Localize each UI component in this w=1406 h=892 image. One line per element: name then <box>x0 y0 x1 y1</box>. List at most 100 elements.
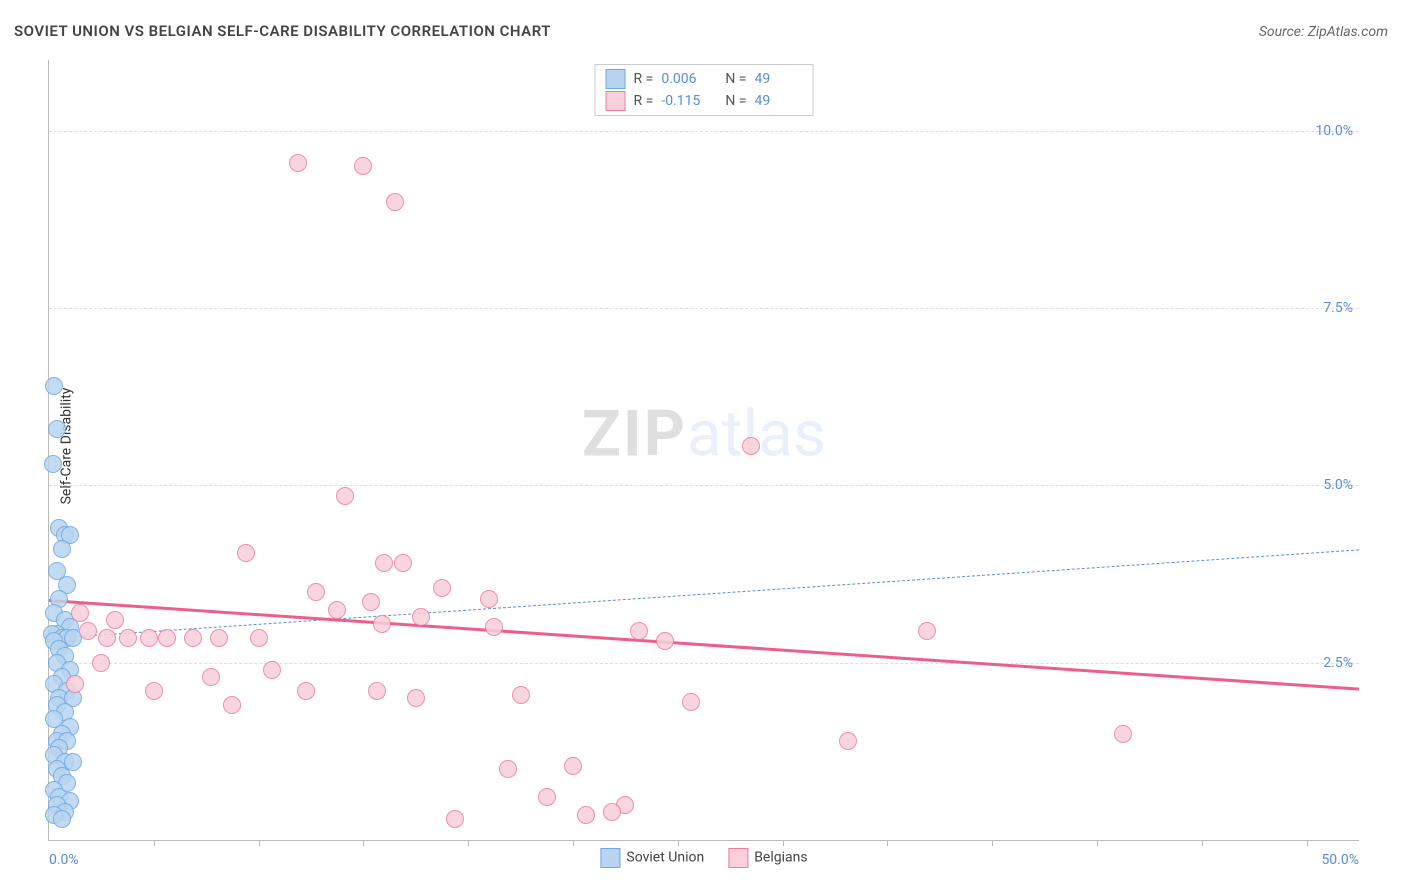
data-point <box>412 608 430 626</box>
data-point <box>158 629 176 647</box>
legend-n-value: 49 <box>754 71 802 87</box>
data-point <box>538 788 556 806</box>
x-tick <box>259 840 260 846</box>
legend-r-value: -0.115 <box>661 93 709 109</box>
y-tick-label: 2.5% <box>1323 655 1353 671</box>
y-tick-label: 10.0% <box>1315 123 1353 139</box>
data-point <box>237 544 255 562</box>
watermark-atlas: atlas <box>687 397 826 472</box>
data-point <box>1114 725 1132 743</box>
data-point <box>577 806 595 824</box>
data-point <box>839 732 857 750</box>
data-point <box>92 654 110 672</box>
data-point <box>742 437 760 455</box>
data-point <box>48 420 66 438</box>
watermark-zip: ZIP <box>582 397 687 472</box>
gridline-h <box>49 131 1359 132</box>
data-point <box>328 601 346 619</box>
legend-n-label: N = <box>725 71 746 87</box>
x-tick-label: 50.0% <box>1321 852 1359 868</box>
data-point <box>66 675 84 693</box>
data-point <box>71 604 89 622</box>
x-tick <box>154 840 155 846</box>
data-point <box>499 760 517 778</box>
trend-line <box>49 599 1359 691</box>
watermark: ZIPatlas <box>582 397 826 472</box>
y-tick-label: 5.0% <box>1323 477 1353 493</box>
gridline-h <box>49 308 1359 309</box>
x-tick <box>573 840 574 846</box>
plot-area: ZIPatlas R =0.006N =49R =-0.115N =49 Sov… <box>48 60 1359 841</box>
legend-stat-row: R = -0.115 N = 49 <box>606 91 803 111</box>
x-tick <box>468 840 469 846</box>
data-point <box>485 618 503 636</box>
legend-item: Belgians <box>728 848 807 868</box>
data-point <box>53 540 71 558</box>
legend-n-label: N = <box>725 93 746 109</box>
data-point <box>373 615 391 633</box>
data-point <box>140 629 158 647</box>
data-point <box>368 682 386 700</box>
data-point <box>336 487 354 505</box>
legend-stat-row: R = 0.006 N = 49 <box>606 69 803 89</box>
data-point <box>297 682 315 700</box>
data-point <box>656 632 674 650</box>
legend-label: Belgians <box>754 850 807 866</box>
data-point <box>45 377 63 395</box>
legend-r-label: R = <box>634 93 654 109</box>
legend-r-value: 0.006 <box>661 71 709 87</box>
data-point <box>603 803 621 821</box>
data-point <box>630 622 648 640</box>
data-point <box>918 622 936 640</box>
chart-title: SOVIET UNION VS BELGIAN SELF-CARE DISABI… <box>14 22 551 40</box>
x-tick <box>363 840 364 846</box>
legend-swatch <box>600 848 620 868</box>
data-point <box>184 629 202 647</box>
x-tick <box>1307 840 1308 846</box>
legend-swatch <box>606 69 626 89</box>
data-point <box>289 154 307 172</box>
data-point <box>375 554 393 572</box>
data-point <box>263 661 281 679</box>
data-point <box>564 757 582 775</box>
data-point <box>53 810 71 828</box>
data-point <box>354 157 372 175</box>
data-point <box>512 686 530 704</box>
data-point <box>386 193 404 211</box>
data-point <box>362 593 380 611</box>
x-tick-label: 0.0% <box>49 852 79 868</box>
legend-r-label: R = <box>634 71 654 87</box>
legend-item: Soviet Union <box>600 848 704 868</box>
data-point <box>79 622 97 640</box>
legend-series: Soviet Union Belgians <box>600 848 807 868</box>
data-point <box>98 629 116 647</box>
data-point <box>307 583 325 601</box>
data-point <box>250 629 268 647</box>
chart-container: SOVIET UNION VS BELGIAN SELF-CARE DISABI… <box>0 0 1406 892</box>
data-point <box>44 455 62 473</box>
trend-line <box>49 549 1359 639</box>
x-tick <box>1097 840 1098 846</box>
x-tick <box>887 840 888 846</box>
data-point <box>210 629 228 647</box>
x-tick <box>783 840 784 846</box>
data-point <box>446 810 464 828</box>
data-point <box>145 682 163 700</box>
data-point <box>394 554 412 572</box>
data-point <box>433 579 451 597</box>
data-point <box>223 696 241 714</box>
gridline-h <box>49 485 1359 486</box>
data-point <box>106 611 124 629</box>
data-point <box>682 693 700 711</box>
legend-stats: R = 0.006 N = 49 R = -0.115 N = 49 <box>595 64 814 116</box>
legend-n-value: 49 <box>754 93 802 109</box>
data-point <box>202 668 220 686</box>
legend-swatch <box>606 91 626 111</box>
data-point <box>480 590 498 608</box>
x-tick <box>992 840 993 846</box>
x-tick <box>678 840 679 846</box>
data-point <box>119 629 137 647</box>
legend-swatch <box>728 848 748 868</box>
gridline-h <box>49 663 1359 664</box>
x-tick <box>1202 840 1203 846</box>
